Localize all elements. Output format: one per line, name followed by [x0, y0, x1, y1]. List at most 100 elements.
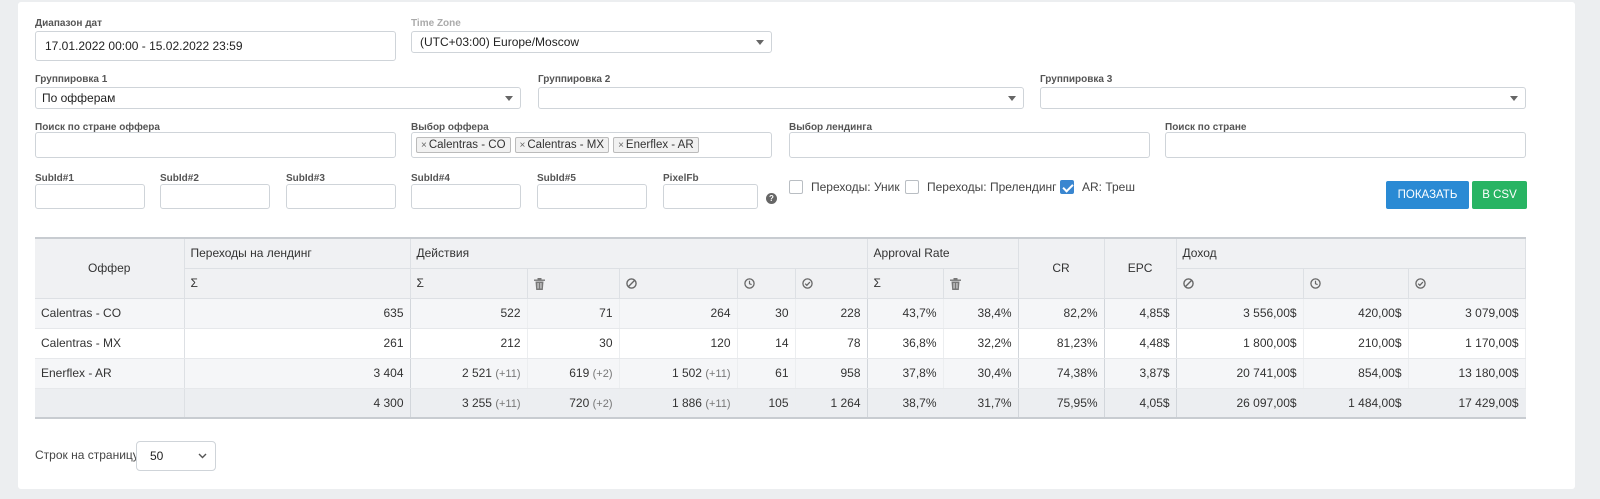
group2-label: Группировка 2: [538, 74, 611, 85]
time-zone-select[interactable]: (UTC+03:00) Europe/Moscow: [411, 31, 772, 53]
report-table: Оффер Переходы на лендинг Действия Appro…: [35, 237, 1526, 419]
country-search-label: Поиск по стране: [1165, 122, 1247, 133]
offer-country-search-input[interactable]: [35, 132, 396, 158]
cell-ar-total: 38,7%: [867, 387, 944, 419]
col-actions-trash[interactable]: [527, 268, 620, 299]
offer-tag[interactable]: × Calentras - CO: [416, 137, 511, 153]
cell-income-approved: 3 079,00$: [1408, 298, 1526, 329]
check-circle-icon: [1414, 278, 1426, 290]
cell-actions-hold: 105: [737, 387, 796, 419]
subid5-input[interactable]: [537, 184, 647, 209]
cell-actions-total: 3 255 (+11): [410, 387, 528, 419]
cell-income-approved: 17 429,00$: [1408, 387, 1526, 419]
subid2-input[interactable]: [160, 184, 270, 209]
group3-select[interactable]: [1040, 87, 1526, 109]
remove-tag-icon[interactable]: ×: [519, 140, 526, 151]
checkbox-prelanding-clicks-label: Переходы: Прелендинг: [927, 180, 1057, 194]
col-income-hold[interactable]: [1303, 268, 1409, 299]
checkbox-prelanding-clicks[interactable]: Переходы: Прелендинг: [905, 180, 1057, 194]
group1-label: Группировка 1: [35, 74, 108, 85]
col-income-rejected[interactable]: [1176, 268, 1304, 299]
cell-actions-approved: 78: [795, 328, 868, 359]
value: 522: [500, 306, 521, 320]
cell-actions-trash: 619 (+2): [527, 358, 620, 389]
cell-actions-rejected: 120: [619, 328, 738, 359]
table-total-row: 4 300 3 255 (+11) 720 (+2) 1 886 (+11) 1…: [35, 387, 1526, 419]
csv-export-button[interactable]: В CSV: [1472, 181, 1527, 209]
show-button[interactable]: Показать: [1386, 181, 1469, 209]
cell-actions-total: 212: [410, 328, 528, 359]
offer-tag-label: Calentras - CO: [428, 139, 506, 151]
time-zone-value: (UTC+03:00) Europe/Moscow: [420, 35, 580, 49]
col-actions-hold[interactable]: [737, 268, 796, 299]
checkbox-box[interactable]: [789, 180, 803, 194]
col-ar-total[interactable]: Σ: [867, 268, 944, 299]
sigma-icon: Σ: [873, 276, 881, 290]
cell-actions-rejected: 1 886 (+11): [619, 387, 738, 419]
remove-tag-icon[interactable]: ×: [421, 140, 427, 151]
cell-actions-approved: 958: [795, 358, 868, 389]
col-offer-header[interactable]: Оффер: [35, 237, 185, 299]
increment: (+2): [592, 397, 613, 410]
group3-label: Группировка 3: [1040, 74, 1113, 85]
cell-clicks: 261: [184, 328, 411, 359]
cell-ar-trash: 30,4%: [943, 358, 1019, 389]
landing-select-label: Выбор лендинга: [789, 122, 873, 133]
col-actions-approved[interactable]: [795, 268, 868, 299]
table-row[interactable]: Calentras - MX 261 212 30 120 14 78 36,8…: [35, 328, 1526, 359]
subid2-label: SubId#2: [160, 173, 199, 184]
checkbox-ar-trash[interactable]: AR: Треш: [1060, 180, 1135, 194]
clock-icon: [1309, 278, 1321, 290]
table-row[interactable]: Enerflex - AR 3 404 2 521 (+11) 619 (+2)…: [35, 358, 1526, 389]
cell-income-rejected: 20 741,00$: [1176, 358, 1304, 389]
offer-tag[interactable]: × Calentras - MX: [514, 137, 610, 153]
col-ar-trash[interactable]: [943, 268, 1019, 299]
table-row[interactable]: Calentras - CO 635 522 71 264 30 228 43,…: [35, 298, 1526, 329]
ban-icon: [1182, 278, 1194, 290]
subid3-input[interactable]: [286, 184, 396, 209]
ban-icon: [625, 278, 637, 290]
checkbox-box[interactable]: [905, 180, 919, 194]
col-actions-total[interactable]: Σ: [410, 268, 528, 299]
landing-select-input[interactable]: [789, 132, 1150, 158]
offer-country-search-label: Поиск по стране оффера: [35, 122, 160, 133]
report-panel: Диапазон дат 17.01.2022 00:00 - 15.02.20…: [18, 2, 1575, 489]
checkbox-box-checked[interactable]: [1060, 180, 1074, 194]
checkbox-unique-clicks[interactable]: Переходы: Уник: [789, 180, 900, 194]
subid4-input[interactable]: [411, 184, 521, 209]
col-cr-header[interactable]: CR: [1018, 237, 1105, 299]
col-clicks-total[interactable]: Σ: [184, 268, 411, 299]
offer-tag[interactable]: × Enerflex - AR: [613, 137, 699, 153]
cell-ar-trash: 32,2%: [943, 328, 1019, 359]
cell-actions-total: 522: [410, 298, 528, 329]
time-zone-label: Time Zone: [411, 18, 461, 29]
offer-multiselect[interactable]: × Calentras - CO × Calentras - MX × Enerflex …: [411, 132, 772, 158]
col-epc-header[interactable]: EPC: [1104, 237, 1177, 299]
country-search-input[interactable]: [1165, 132, 1526, 158]
chevron-down-icon: [1008, 96, 1016, 101]
group2-select[interactable]: [538, 87, 1024, 109]
pixelfb-input[interactable]: [663, 184, 758, 209]
cell-cr: 82,2%: [1018, 298, 1105, 329]
increment: (+11): [705, 397, 731, 410]
cell-actions-total: 2 521 (+11): [410, 358, 528, 389]
date-range-label: Диапазон дат: [35, 18, 103, 29]
subid1-input[interactable]: [35, 184, 145, 209]
remove-tag-icon[interactable]: ×: [618, 140, 624, 151]
rows-per-page-select[interactable]: 50: [136, 441, 216, 471]
value: 212: [500, 336, 521, 350]
cell-income-approved: 13 180,00$: [1408, 358, 1526, 389]
cell-actions-rejected: 264: [619, 298, 738, 329]
col-income-approved[interactable]: [1408, 268, 1526, 299]
date-range-value: 17.01.2022 00:00 - 15.02.2022 23:59: [45, 39, 243, 53]
offer-tag-label: Calentras - MX: [527, 139, 605, 151]
subid5-label: SubId#5: [537, 173, 576, 184]
cell-actions-trash: 720 (+2): [527, 387, 620, 419]
col-actions-rejected[interactable]: [619, 268, 738, 299]
help-icon[interactable]: ?: [766, 193, 777, 204]
cell-income-hold: 1 484,00$: [1303, 387, 1409, 419]
cell-offer: Enerflex - AR: [35, 358, 185, 389]
date-range-input[interactable]: 17.01.2022 00:00 - 15.02.2022 23:59: [35, 31, 396, 61]
group1-select[interactable]: По офферам: [35, 87, 521, 109]
cell-actions-approved: 228: [795, 298, 868, 329]
